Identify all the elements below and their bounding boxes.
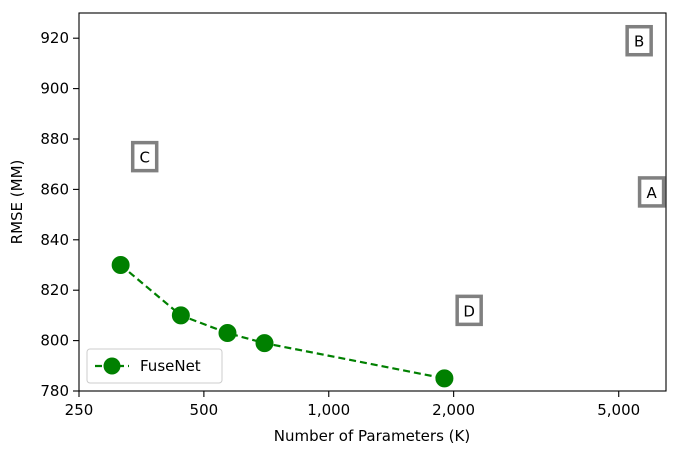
plot-frame [78,12,667,392]
x-axis-ticks: 250 500 1,000 2,000 5,000 [65,391,640,419]
data-point [171,306,190,325]
x-tick-label: 5,000 [597,401,640,419]
annotation-b: B [625,24,653,57]
plot-area [111,256,454,388]
annotation-box [455,294,483,327]
y-tick-label: 860 [40,180,69,198]
data-point [435,369,454,388]
legend-marker [103,357,121,375]
y-tick-label: 820 [40,281,69,299]
x-tick-label: 1,000 [307,401,350,419]
annotation-box [130,140,159,173]
annotation-box [625,24,653,57]
y-tick-label: 920 [40,29,69,47]
annotation-label: C [139,149,149,167]
y-tick-label: 900 [40,80,69,98]
x-tick-label: 250 [65,401,94,419]
x-axis-title: Number of Parameters (K) [274,427,470,445]
data-point [255,334,274,353]
annotation-label: B [634,33,644,51]
data-point [218,324,237,343]
annotation-d: D [455,294,483,327]
annotation-c: C [130,140,159,173]
y-axis-title: RMSE (MM) [8,160,26,245]
legend-box [86,348,223,384]
annotation-a: A [637,176,666,208]
legend: FuseNet [86,348,223,384]
y-axis-ticks: 780 800 820 840 860 880 900 920 [40,29,79,400]
annotations: A B C D [130,24,666,327]
annotation-label: A [646,184,657,202]
y-tick-label: 880 [40,130,69,148]
annotation-label: D [463,302,475,320]
x-tick-label: 500 [190,401,219,419]
data-point [111,256,130,274]
y-tick-label: 800 [40,332,69,350]
legend-label: FuseNet [140,357,201,375]
annotation-box [637,176,666,208]
y-tick-label: 840 [40,231,69,249]
x-tick-label: 2,000 [432,401,475,419]
y-tick-label: 780 [40,382,69,400]
